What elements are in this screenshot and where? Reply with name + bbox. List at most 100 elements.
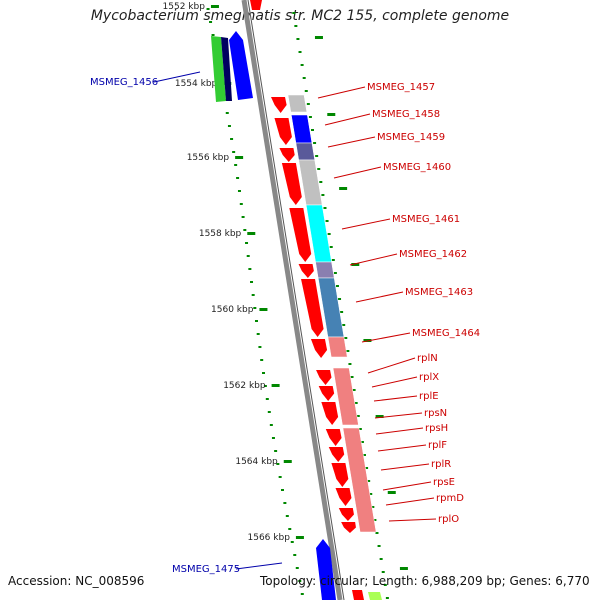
cds-arrow[interactable] xyxy=(328,447,345,462)
right-gene-label[interactable]: rplX xyxy=(419,372,439,383)
annotation-bar[interactable] xyxy=(295,142,316,161)
right-gene-label[interactable]: rplE xyxy=(419,391,439,402)
left-label-leader xyxy=(153,71,201,83)
ruler-dot xyxy=(317,168,321,170)
gene-green[interactable] xyxy=(211,36,226,102)
right-gene-label[interactable]: MSMEG_1463 xyxy=(405,287,473,298)
left-gene-label[interactable]: MSMEG_1456 xyxy=(90,77,158,88)
cds-arrow[interactable] xyxy=(271,97,287,113)
ruler-dot xyxy=(379,558,383,560)
cds-arrow[interactable] xyxy=(281,163,302,205)
ruler-dot xyxy=(248,268,252,270)
gene-blue-msmeg-1456[interactable] xyxy=(229,31,253,100)
right-gene-label[interactable]: rpsE xyxy=(433,477,455,488)
top-gene-fragment[interactable] xyxy=(250,0,262,10)
ruler-dot xyxy=(338,298,342,300)
ruler-dot xyxy=(311,129,314,131)
ruler-dot xyxy=(373,519,377,521)
cds-arrow[interactable] xyxy=(341,522,356,533)
ruler-dot xyxy=(276,463,280,465)
ruler-dot xyxy=(274,450,278,452)
cds-arrow[interactable] xyxy=(321,402,339,425)
right-label-leader xyxy=(367,357,416,374)
right-label-leader xyxy=(361,332,411,343)
right-gene-label[interactable]: MSMEG_1461 xyxy=(392,214,460,225)
cds-arrow[interactable] xyxy=(331,463,349,487)
annotation-bar[interactable] xyxy=(315,261,335,279)
cds-arrow[interactable] xyxy=(316,370,332,385)
bottom-green-fragment[interactable] xyxy=(368,592,382,600)
ruler-dot xyxy=(246,255,250,257)
cds-arrow[interactable] xyxy=(335,488,352,506)
ruler-dot xyxy=(385,597,389,599)
right-gene-label[interactable]: rpsH xyxy=(425,423,448,434)
annotation-bar[interactable] xyxy=(291,114,313,144)
annotation-bar[interactable] xyxy=(332,367,359,426)
ruler-dot xyxy=(232,151,236,153)
ruler-tick xyxy=(295,536,304,539)
ruler-dot xyxy=(288,528,292,530)
ruler-tick-label: 1564 kbp xyxy=(235,457,278,467)
right-label-leader xyxy=(373,395,418,402)
ruler-dot xyxy=(344,337,348,339)
ruler-dot xyxy=(258,346,262,348)
ruler-dot xyxy=(300,64,304,66)
cds-arrow[interactable] xyxy=(318,386,335,401)
ruler-dot xyxy=(211,34,215,36)
ruler-dot xyxy=(381,571,385,573)
annotation-bar[interactable] xyxy=(298,159,323,206)
cds-arrow[interactable] xyxy=(289,208,312,262)
backbone-line xyxy=(241,0,343,600)
right-gene-label[interactable]: rplR xyxy=(431,459,451,470)
cds-arrow[interactable] xyxy=(325,429,342,446)
cds-arrow[interactable] xyxy=(338,508,354,521)
bottom-gene-fragment[interactable] xyxy=(352,590,364,600)
ruler-dot xyxy=(298,580,302,582)
annotation-bar[interactable] xyxy=(287,94,308,113)
ruler-tick-label: 1562 kbp xyxy=(223,381,266,391)
right-gene-label[interactable]: MSMEG_1459 xyxy=(377,132,445,143)
ruler-dot xyxy=(290,541,294,543)
right-gene-label[interactable]: rplO xyxy=(438,514,459,525)
ruler-dot xyxy=(358,428,362,430)
cds-arrow[interactable] xyxy=(279,148,295,162)
annotation-bar[interactable] xyxy=(342,427,377,533)
right-gene-label[interactable]: MSMEG_1460 xyxy=(383,162,451,173)
ruler-tick-label: 1556 kbp xyxy=(187,153,230,163)
annotation-bar[interactable] xyxy=(327,336,348,358)
right-labels: MSMEG_1457 MSMEG_1458 MSMEG_1459 MSMEG_1460… xyxy=(317,82,480,525)
ruler-dot xyxy=(352,389,356,391)
ruler-dot xyxy=(239,203,243,205)
right-gene-label[interactable]: MSMEG_1457 xyxy=(367,82,435,93)
ruler-tick xyxy=(259,308,268,311)
gene-navy[interactable] xyxy=(221,37,232,101)
ruler-dot xyxy=(375,532,379,534)
accession-text: Accession: NC_008596 xyxy=(8,574,145,588)
cds-arrow[interactable] xyxy=(301,279,324,337)
ruler-dot xyxy=(260,359,264,361)
ruler-dot xyxy=(293,554,297,556)
ruler-dot xyxy=(319,181,323,183)
cds-arrow[interactable] xyxy=(298,264,314,278)
ruler-tick xyxy=(210,5,219,8)
right-label-leader xyxy=(374,412,423,419)
right-gene-label[interactable]: rplF xyxy=(428,440,447,451)
right-gene-label[interactable]: MSMEG_1458 xyxy=(372,109,440,120)
right-gene-label[interactable]: rplN xyxy=(417,353,438,364)
ruler-dot xyxy=(350,376,354,378)
left-gene-label[interactable]: MSMEG_1475 xyxy=(172,564,240,575)
gene-blue-msmeg-1475[interactable] xyxy=(316,539,336,600)
right-gene-label[interactable]: rpmD xyxy=(436,493,464,504)
ruler-dot xyxy=(234,164,238,166)
cds-arrow[interactable] xyxy=(310,339,328,358)
ruler-tick xyxy=(247,232,256,235)
ruler-tick-right xyxy=(387,491,396,494)
cds-arrow[interactable] xyxy=(274,118,292,145)
ruler-dot xyxy=(241,216,245,218)
ruler-dot xyxy=(371,506,375,508)
right-gene-label[interactable]: rpsN xyxy=(424,408,447,419)
ruler-dot xyxy=(329,246,333,248)
right-gene-label[interactable]: MSMEG_1464 xyxy=(412,328,480,339)
right-gene-label[interactable]: MSMEG_1462 xyxy=(399,249,467,260)
